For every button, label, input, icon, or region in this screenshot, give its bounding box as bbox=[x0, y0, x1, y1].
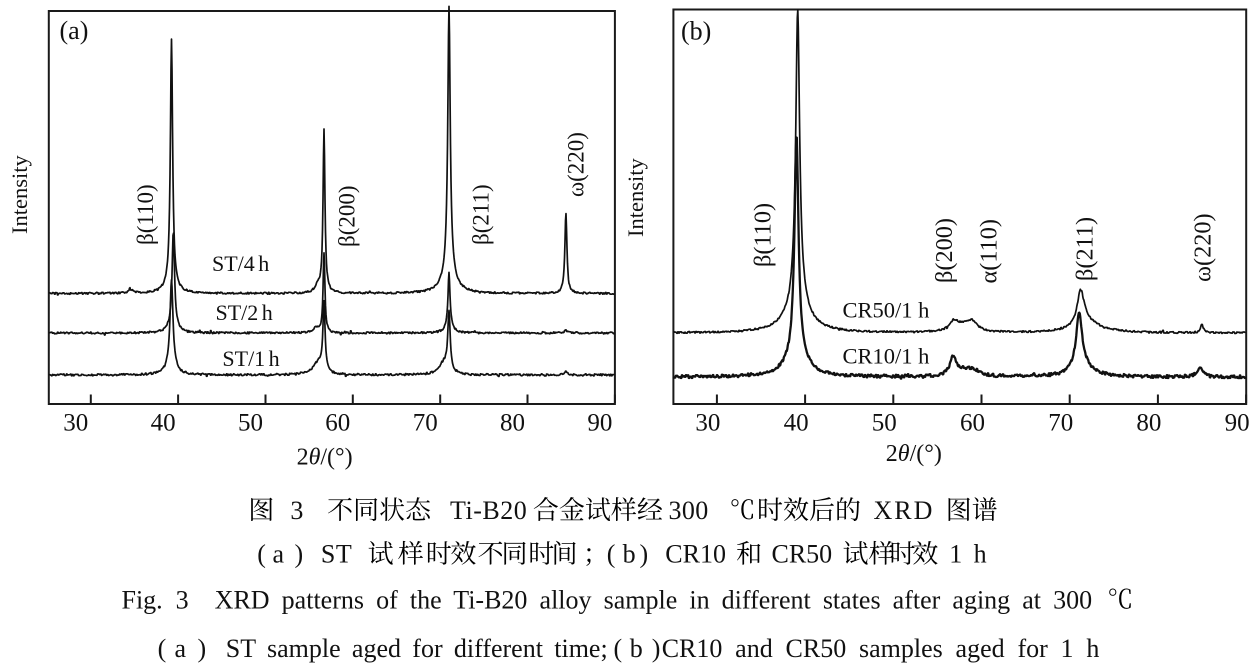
svg-text:CR10/1 h: CR10/1 h bbox=[843, 344, 930, 369]
svg-text:CR10: CR10 bbox=[665, 540, 726, 569]
svg-text:50: 50 bbox=[872, 410, 897, 437]
svg-text:β(200): β(200) bbox=[931, 218, 958, 283]
svg-text:Ti-B20: Ti-B20 bbox=[450, 496, 527, 525]
svg-text:70: 70 bbox=[1048, 410, 1073, 437]
svg-text:a: a bbox=[175, 634, 187, 663]
svg-text:β(110): β(110) bbox=[133, 184, 158, 245]
svg-text:b: b bbox=[623, 540, 636, 569]
svg-text:a: a bbox=[273, 540, 285, 569]
svg-text:50: 50 bbox=[238, 410, 263, 437]
svg-text:ST sample aged for different t: ST sample aged for different time; bbox=[226, 634, 608, 663]
svg-text:(b): (b) bbox=[681, 17, 711, 46]
svg-text:β(200): β(200) bbox=[335, 185, 360, 247]
svg-text:(: ( bbox=[607, 540, 616, 569]
svg-text:CR50/1 h: CR50/1 h bbox=[843, 298, 930, 323]
svg-text:90: 90 bbox=[1225, 410, 1250, 437]
svg-text:α(110): α(110) bbox=[976, 219, 1003, 283]
svg-text:β(110): β(110) bbox=[750, 203, 777, 267]
svg-text:Intensity: Intensity bbox=[623, 158, 648, 237]
svg-text:ST/2 h: ST/2 h bbox=[216, 300, 273, 325]
svg-text:80: 80 bbox=[500, 410, 525, 437]
svg-text:ω(220): ω(220) bbox=[564, 132, 589, 197]
svg-text:40: 40 bbox=[784, 410, 809, 437]
svg-text:Intensity: Intensity bbox=[7, 155, 32, 234]
svg-text:(a): (a) bbox=[60, 16, 89, 45]
svg-text:β(211): β(211) bbox=[1072, 217, 1099, 281]
svg-text:): ) bbox=[652, 634, 661, 663]
svg-text:1: 1 bbox=[949, 540, 962, 569]
svg-text:h: h bbox=[974, 540, 987, 569]
svg-text:b: b bbox=[630, 634, 643, 663]
svg-text:70: 70 bbox=[413, 410, 438, 437]
svg-text:CR10 and CR50 samples aged for: CR10 and CR50 samples aged for 1 h bbox=[662, 634, 1100, 663]
svg-text:2θ/(°): 2θ/(°) bbox=[297, 445, 353, 471]
svg-text:30: 30 bbox=[695, 410, 720, 437]
svg-text:ST/1 h: ST/1 h bbox=[222, 346, 279, 371]
svg-text:2θ/(°): 2θ/(°) bbox=[886, 441, 942, 467]
svg-text:): ) bbox=[295, 540, 304, 569]
svg-text:60: 60 bbox=[325, 410, 350, 437]
svg-text:): ) bbox=[198, 634, 207, 663]
svg-text:ω(220): ω(220) bbox=[1190, 213, 1217, 282]
svg-text:ST: ST bbox=[321, 540, 352, 569]
svg-text:Fig. 3 XRD patterns of the Ti-: Fig. 3 XRD patterns of the Ti-B20 alloy … bbox=[122, 585, 1093, 614]
svg-text:(: ( bbox=[614, 634, 623, 663]
svg-text:40: 40 bbox=[151, 410, 176, 437]
svg-text:(: ( bbox=[158, 634, 167, 663]
svg-text:ST/4 h: ST/4 h bbox=[212, 251, 269, 276]
svg-text:(: ( bbox=[257, 540, 266, 569]
svg-text:80: 80 bbox=[1136, 410, 1161, 437]
svg-text:): ) bbox=[640, 540, 649, 569]
svg-text:30: 30 bbox=[63, 410, 88, 437]
svg-text:60: 60 bbox=[960, 410, 985, 437]
svg-text:90: 90 bbox=[587, 410, 612, 437]
svg-text:XRD: XRD bbox=[874, 496, 935, 525]
svg-text:CR50: CR50 bbox=[772, 540, 833, 569]
svg-text:300: 300 bbox=[669, 496, 709, 525]
svg-text:3: 3 bbox=[290, 496, 303, 525]
svg-text:β(211): β(211) bbox=[469, 184, 494, 245]
